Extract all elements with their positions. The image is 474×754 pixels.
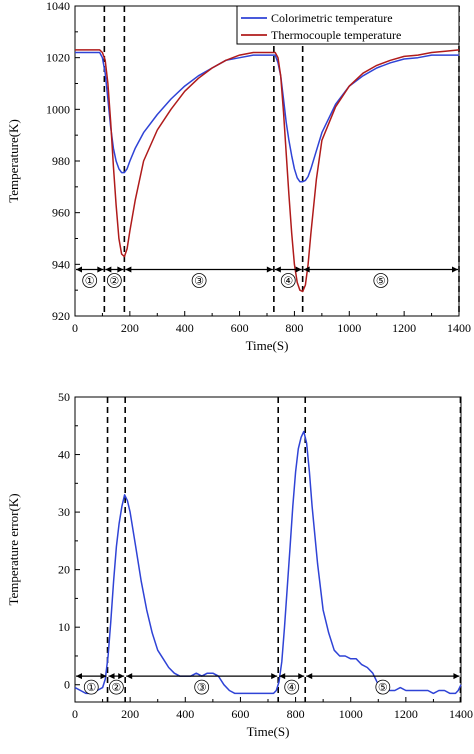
phase-arrowhead-right: [266, 266, 273, 273]
phase-label: ②: [109, 276, 119, 288]
phase-label: ⑤: [376, 276, 386, 288]
y-tick-label: 50: [58, 390, 70, 404]
chart-panel-2: 0 200 400 600 800 1000 1200 1400 0 10 20 30 40 50 Time…: [6, 390, 473, 739]
legend-label: Thermocouple temperature: [271, 28, 401, 42]
y-tick-label: 1000: [46, 102, 70, 116]
phase-arrowhead-left: [108, 673, 115, 680]
phase-label: ②: [111, 682, 121, 694]
legend-label: Colorimetric temperature: [271, 11, 393, 25]
phase-label-circle: [284, 679, 300, 695]
phase-arrowhead-left: [125, 266, 132, 273]
y-tick-label: 30: [58, 505, 70, 519]
y-tick-label: 980: [52, 154, 70, 168]
phase-arrowhead-right: [453, 673, 460, 680]
phase-arrowhead-left: [306, 673, 313, 680]
phase-label: ③: [197, 682, 207, 694]
phase-arrowhead-left: [76, 673, 82, 680]
x-tick-label: 800: [287, 707, 305, 721]
series-line-1: [75, 51, 459, 183]
y-tick-label: 920: [52, 309, 70, 323]
phase-label-circle: [194, 679, 210, 695]
phase-label-circle: [373, 273, 389, 288]
y-axis-title: Temperature(K): [6, 119, 21, 203]
phase-label: ③: [194, 276, 204, 288]
phase-arrowhead-right: [298, 673, 305, 680]
x-tick-label: 200: [121, 321, 139, 335]
series-line-1: [74, 430, 462, 695]
chart-panel-1: 0 200 400 600 800 1000 1200 1400 920 940 960 980 100…: [6, 0, 471, 353]
legend-box: [236, 5, 460, 45]
x-tick-label: 1000: [337, 321, 361, 335]
x-tick-label: 0: [72, 321, 78, 335]
plot-frame: [74, 396, 462, 703]
phase-arrowhead-left: [105, 266, 112, 273]
phase-label: ①: [85, 276, 95, 288]
x-tick-label: 1400: [449, 707, 473, 721]
x-tick-label: 400: [176, 321, 194, 335]
phase-label-circle: [108, 679, 124, 695]
phase-label-circle: [83, 679, 99, 695]
series-line-2: [75, 49, 460, 293]
phase-arrowhead-right: [452, 266, 458, 273]
phase-arrowhead-left: [126, 673, 133, 680]
x-tick-label: 600: [231, 321, 249, 335]
phase-arrowhead-left: [76, 266, 82, 273]
x-tick-label: 1200: [394, 707, 418, 721]
phase-label-circle: [191, 273, 207, 288]
phase-arrowhead-left: [303, 266, 310, 273]
phase-label: ⑤: [378, 682, 388, 694]
phase-arrowhead-left: [274, 266, 281, 273]
x-tick-label: 0: [72, 707, 78, 721]
y-tick-label: 10: [58, 620, 70, 634]
y-tick-label: 40: [58, 448, 70, 462]
x-tick-label: 800: [285, 321, 303, 335]
phase-arrowhead-right: [97, 266, 104, 273]
phase-label-circle: [280, 273, 296, 288]
phase-label: ④: [283, 276, 293, 288]
phase-arrowhead-right: [271, 673, 278, 680]
x-tick-label: 1000: [339, 707, 363, 721]
phase-arrowhead-left: [279, 673, 286, 680]
phase-arrowhead-right: [100, 673, 107, 680]
y-tick-label: 940: [52, 257, 70, 271]
phase-arrowhead-right: [117, 266, 124, 273]
phase-arrowhead-right: [295, 266, 302, 273]
phase-label: ④: [287, 682, 297, 694]
y-tick-label: 0: [64, 678, 70, 692]
phase-label-circle: [82, 273, 98, 288]
y-tick-label: 1020: [46, 51, 70, 65]
x-axis-title: Time(S): [246, 338, 289, 353]
y-tick-label: 20: [58, 563, 70, 577]
x-tick-label: 600: [231, 707, 249, 721]
x-tick-label: 1400: [447, 321, 471, 335]
phase-arrowhead-right: [118, 673, 125, 680]
x-tick-label: 1200: [392, 321, 416, 335]
y-tick-label: 1040: [46, 0, 70, 13]
x-axis-title: Time(S): [247, 724, 290, 739]
x-tick-label: 400: [176, 707, 194, 721]
phase-label-circle: [375, 679, 391, 695]
y-tick-label: 960: [52, 206, 70, 220]
x-tick-label: 200: [121, 707, 139, 721]
y-axis-title: Temperature error(K): [6, 493, 21, 605]
phase-label-circle: [106, 273, 122, 288]
phase-label: ①: [86, 682, 96, 694]
